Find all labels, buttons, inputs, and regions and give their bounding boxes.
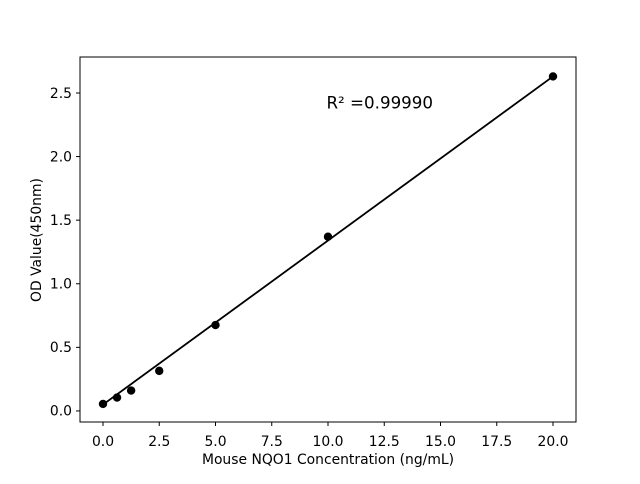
y-axis-label: OD Value(450nm) <box>29 178 45 302</box>
y-tick-label: 0.0 <box>50 404 72 420</box>
data-point <box>112 393 122 402</box>
data-point <box>548 72 558 81</box>
data-point <box>323 232 333 241</box>
y-axis: 0.0 0.5 1.0 1.5 2.0 2.5 <box>50 86 80 420</box>
x-tick-label: 2.5 <box>148 434 170 450</box>
x-tick-label: 7.5 <box>261 434 283 450</box>
y-tick-label: 2.5 <box>50 86 72 102</box>
y-tick-label: 1.5 <box>50 213 72 229</box>
x-tick-label: 0.0 <box>92 434 114 450</box>
x-tick-label: 17.5 <box>481 434 512 450</box>
x-tick-label: 12.5 <box>369 434 400 450</box>
data-point <box>126 386 136 395</box>
x-axis-label: Mouse NQO1 Concentration (ng/mL) <box>202 452 454 468</box>
x-tick-label: 5.0 <box>204 434 226 450</box>
y-tick-label: 0.5 <box>50 340 72 356</box>
x-tick-label: 15.0 <box>425 434 456 450</box>
x-tick-label: 20.0 <box>538 434 569 450</box>
x-axis: 0.0 2.5 5.0 7.5 10.0 12.5 15.0 17.5 20.0 <box>92 422 569 450</box>
series-standard-curve <box>98 72 558 409</box>
y-tick-label: 2.0 <box>50 149 72 165</box>
data-point <box>155 366 164 376</box>
r-squared-annotation: R² =0.99990 <box>326 92 433 112</box>
y-tick-label: 1.0 <box>50 277 72 293</box>
x-tick-label: 10.0 <box>313 434 344 450</box>
data-point <box>98 399 108 409</box>
data-point <box>211 320 220 330</box>
